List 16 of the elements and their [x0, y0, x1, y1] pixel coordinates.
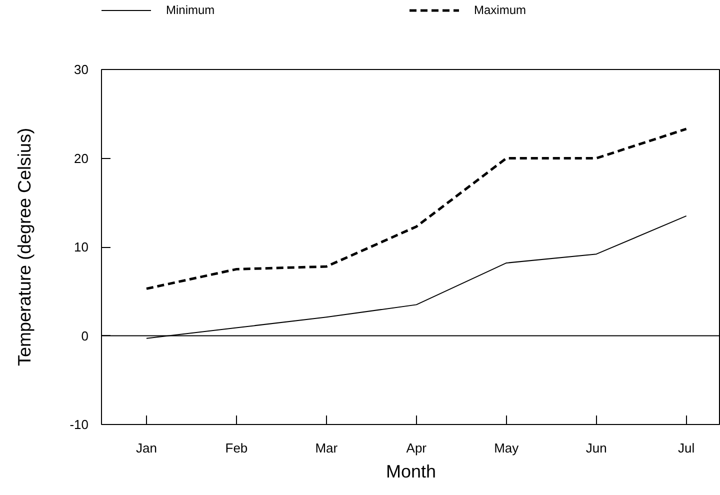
- y-tick-label: 10: [74, 240, 89, 254]
- y-tick-label: -10: [70, 417, 89, 432]
- y-axis-title: Temperature (degree Celsius): [14, 128, 35, 366]
- x-tick-label: Mar: [315, 440, 338, 456]
- y-tick-label: 30: [74, 62, 89, 77]
- legend-label: Maximum: [474, 3, 528, 17]
- legend-label: Minimum: [166, 3, 216, 17]
- x-tick-label: Apr: [406, 440, 428, 456]
- x-tick-label: May: [494, 440, 520, 456]
- x-tick-label: Jan: [136, 440, 157, 456]
- x-axis-title: Month: [386, 462, 436, 482]
- x-tick-label: Jul: [678, 440, 695, 456]
- y-tick-label: 0: [81, 328, 89, 344]
- x-tick-label: Jun: [586, 440, 607, 456]
- x-tick-label: Feb: [225, 440, 248, 456]
- y-tick-label: 20: [74, 150, 89, 166]
